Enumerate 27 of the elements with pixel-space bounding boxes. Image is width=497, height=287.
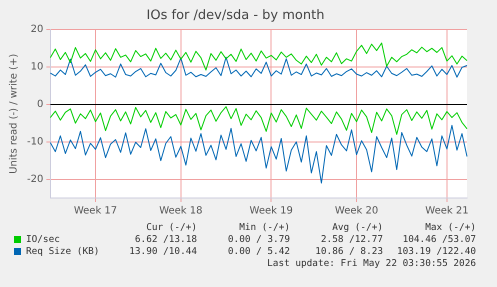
text: Cur (-/+) <box>146 222 197 233</box>
text: 2.58 /12.77 <box>320 234 383 245</box>
text: 0.00 / 5.42 <box>228 246 290 257</box>
text: 10.86 / 8.23 <box>315 246 383 257</box>
legend-label: Req Size (KB) <box>26 246 100 257</box>
x-tick-label: Week 21 <box>425 206 469 217</box>
x-tick-label: Week 18 <box>159 206 203 217</box>
y-tick-label: -20 <box>26 174 44 185</box>
text: Avg (-/+) <box>332 222 383 233</box>
y-tick-label: 20 <box>30 24 44 36</box>
text: Last update: Fri May 22 03:30:55 2026 <box>267 258 476 269</box>
legend-label: IO/sec <box>26 234 60 245</box>
y-tick-label: 0 <box>36 99 44 110</box>
text: 103.19 /122.40 <box>396 246 476 257</box>
chart-title: IOs for /dev/sda - by month <box>146 8 324 24</box>
x-tick-label: Week 17 <box>74 206 118 217</box>
text: 104.46 /53.07 <box>402 234 476 245</box>
y-tick-label: -10 <box>26 136 44 148</box>
x-tick-label: Week 20 <box>334 206 378 217</box>
text: Min (-/+) <box>239 222 290 233</box>
text: 6.62 /13.18 <box>134 234 197 245</box>
text: Max (-/+) <box>425 222 476 233</box>
x-tick-label: Week 19 <box>250 206 293 217</box>
text: 0.00 / 3.79 <box>228 234 290 245</box>
y-axis-title: Units read (-) / write (+) <box>8 54 20 174</box>
text: 13.90 /10.44 <box>129 246 197 257</box>
y-tick-label: 10 <box>30 62 44 73</box>
